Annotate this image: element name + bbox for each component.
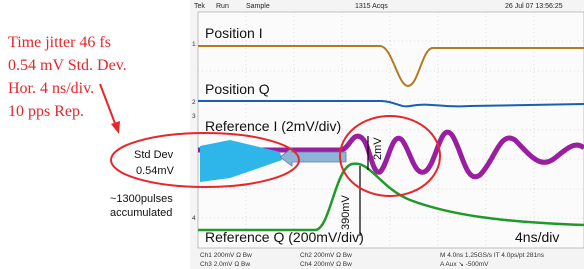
note-arrow — [100, 84, 116, 126]
status: Ch3 2.0mV Ω Bw — [200, 261, 250, 268]
note-arrow — [111, 121, 120, 134]
ch-marker: 1 — [192, 41, 196, 48]
hist-label: 0.54mV — [136, 165, 175, 177]
note: 10 pps Rep. — [8, 103, 84, 120]
figure: Tek Run Sample 1315 Acqs 26 Jul 07 13:56… — [0, 0, 584, 269]
ch-marker: 3 — [192, 113, 196, 120]
trace-label: Reference Q (200mV/div) — [205, 229, 364, 245]
trace-label: Reference I (2mV/div) — [205, 118, 341, 134]
hist-label: accumulated — [110, 207, 172, 219]
hdr: 1315 Acqs — [355, 3, 388, 10]
trace-label: Position Q — [205, 81, 270, 97]
hist-label: ~1300pulses — [110, 193, 173, 205]
hdr: 26 Jul 07 13:56:25 — [505, 3, 563, 10]
hist-label: Std Dev — [134, 149, 174, 161]
status: M 4.0ns 1.25GS/s IT 4.0ps/pt 281ns — [440, 252, 545, 259]
hdr: Tek — [194, 3, 205, 10]
amp-label: 2mV — [372, 137, 384, 160]
note: Hor. 4 ns/div. — [8, 80, 94, 97]
trace-label: Position I — [205, 25, 263, 41]
status: A Aux ↘ -500mV — [440, 261, 489, 268]
ch-marker: 4 — [192, 215, 196, 222]
ch-marker: 2 — [192, 99, 196, 106]
status: Ch2 200mV Ω Bw — [300, 252, 352, 259]
hdr: Run — [216, 3, 229, 10]
trace-label: 4ns/div — [515, 229, 559, 245]
status: Ch1 200mV Ω Bw — [200, 252, 252, 259]
status: Ch4 200mV Ω Bw — [300, 261, 352, 268]
note: Time jitter 46 fs — [8, 34, 111, 51]
note: 0.54 mV Std. Dev. — [8, 57, 127, 74]
hdr: Sample — [246, 3, 270, 10]
amp-label: 390mV — [340, 194, 352, 230]
